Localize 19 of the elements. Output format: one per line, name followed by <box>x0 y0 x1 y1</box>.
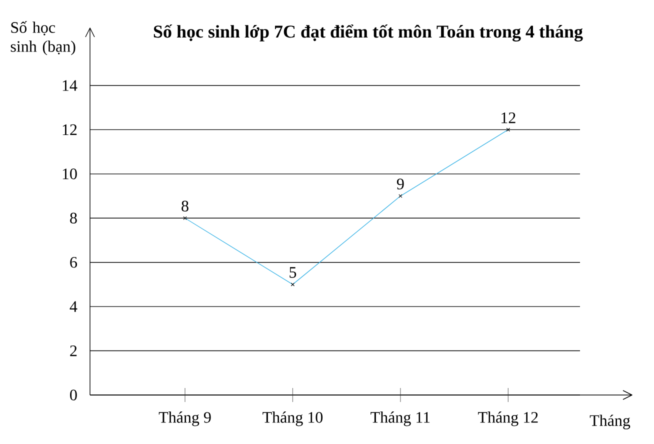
x-tick-label: Tháng 10 <box>262 412 323 426</box>
data-label: 9 <box>396 178 404 190</box>
x-tick-label: Tháng 11 <box>370 412 430 426</box>
y-tick-label: 8 <box>70 212 77 224</box>
y-tick-label: 10 <box>62 168 77 180</box>
y-axis-title: Số học sinh (bạn) <box>10 21 76 56</box>
data-label: 12 <box>502 112 516 124</box>
chart-title: Số học sinh lớp 7C đạt điểm tốt môn Toán trong 4 tháng <box>154 24 583 42</box>
y-tick-label: 12 <box>62 124 77 135</box>
y-tick-label: 4 <box>70 301 78 312</box>
y-tick-label: 0 <box>70 390 77 400</box>
y-tick-label: 6 <box>70 256 77 268</box>
data-label: 5 <box>290 267 296 278</box>
y-tick-label: 14 <box>62 80 78 91</box>
y-tick-label: 2 <box>70 345 77 356</box>
x-tick-label: Tháng 9 <box>158 412 211 426</box>
x-axis-title: Tháng <box>590 414 630 430</box>
data-label: 8 <box>182 200 188 212</box>
x-tick-label: Tháng 12 <box>478 412 538 426</box>
